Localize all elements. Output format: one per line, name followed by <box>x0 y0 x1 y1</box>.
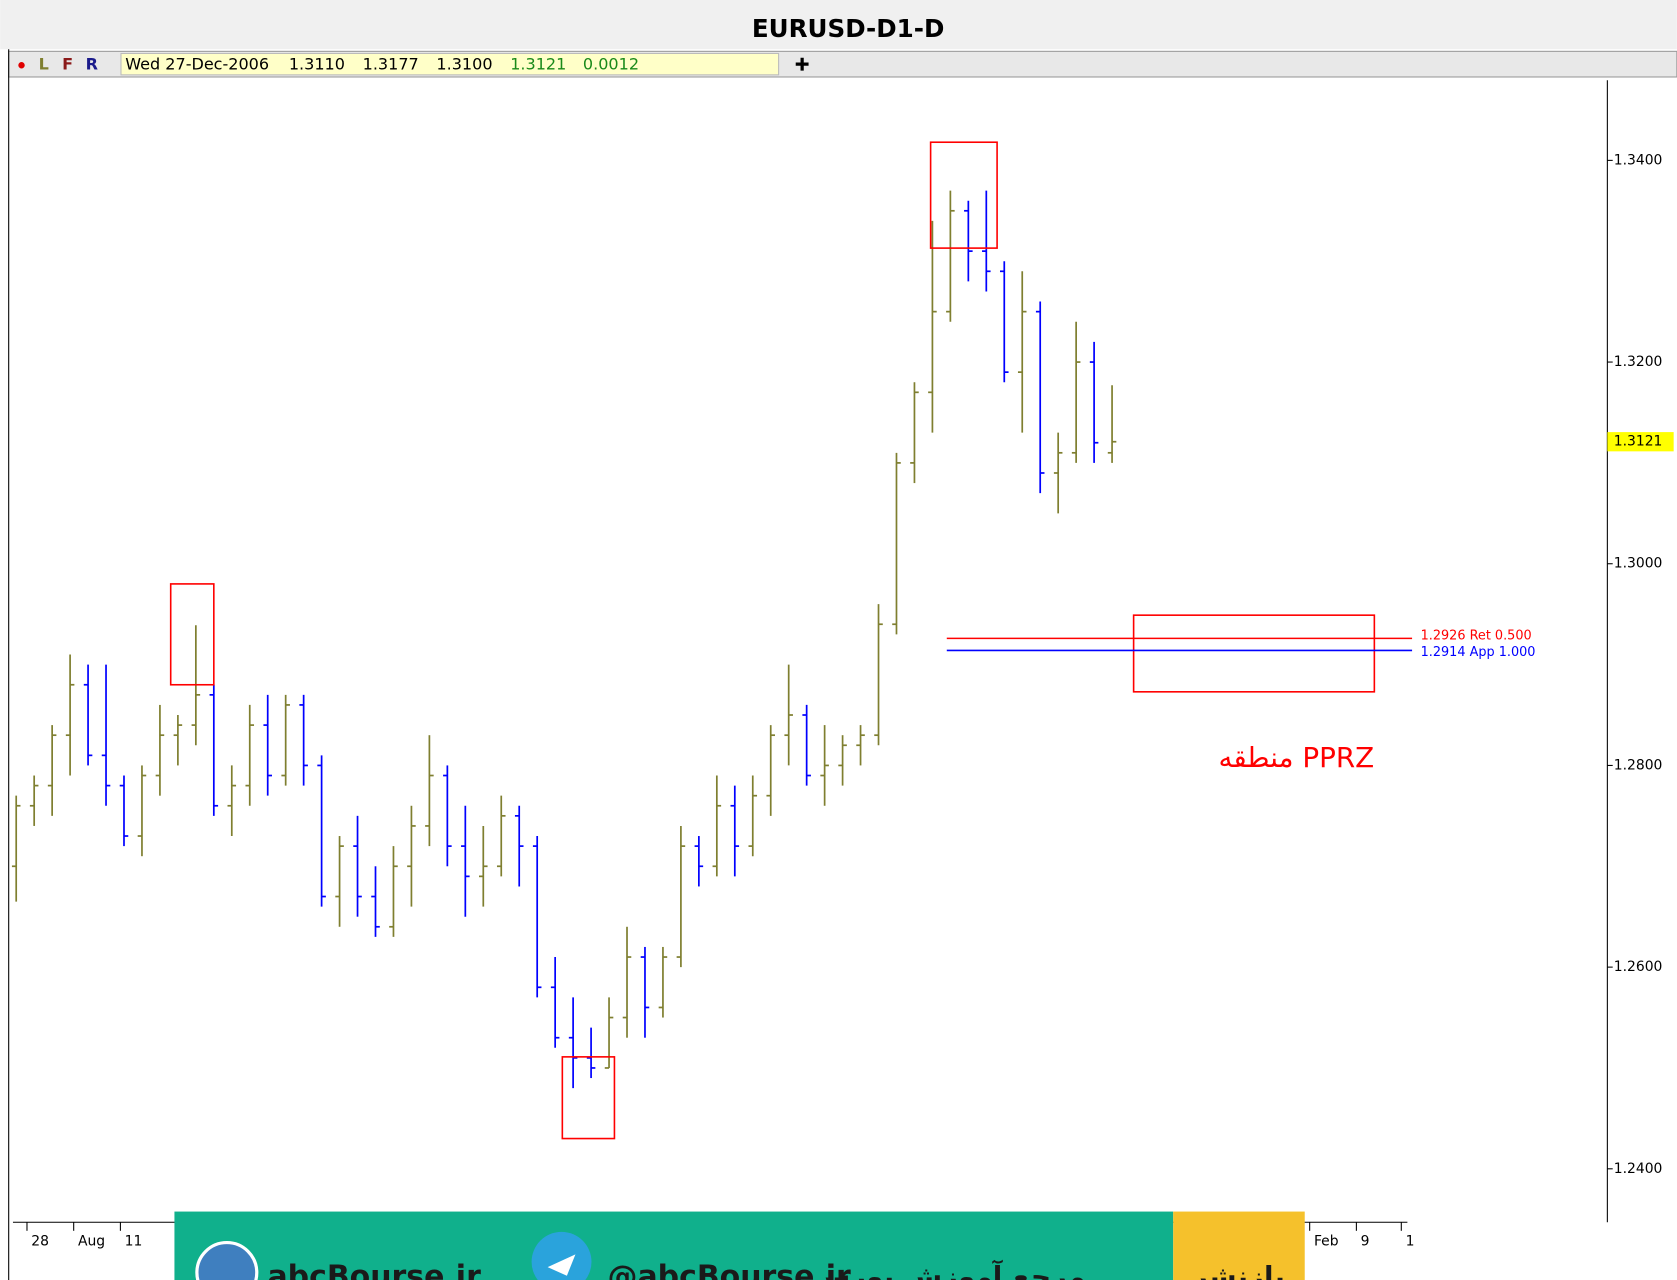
y-tick-label: 1.2400 <box>1614 1161 1663 1177</box>
toolbar-button[interactable]: L <box>39 55 49 74</box>
status-dot <box>18 62 25 69</box>
zone-box <box>1132 614 1376 693</box>
banner-handle: @abcBourse.ir <box>608 1259 852 1280</box>
info-open: 1.3110 <box>289 55 345 74</box>
banner-site: abcBourse.ir <box>267 1259 481 1280</box>
x-tick-label: 9 <box>1361 1234 1370 1250</box>
y-tick-label: 1.3200 <box>1614 354 1663 370</box>
banner-bg <box>174 1211 1174 1280</box>
x-tick-label: 28 <box>31 1234 49 1250</box>
info-close: 1.3121 <box>510 55 566 74</box>
crosshair-icon[interactable] <box>795 57 809 71</box>
x-tick-label: 11 <box>125 1234 143 1250</box>
y-tick-label: 1.2600 <box>1614 959 1663 975</box>
banner-accent <box>1173 1211 1305 1280</box>
y-tick-label: 1.2800 <box>1614 757 1663 773</box>
last-price-box <box>1607 432 1674 452</box>
y-tick-label: 1.3000 <box>1614 556 1663 572</box>
zone-box <box>929 141 998 249</box>
level-label: 1.2926 Ret 0.500 <box>1421 629 1532 644</box>
zone-box <box>561 1056 616 1140</box>
telegram-icon <box>531 1231 592 1280</box>
banner: abcBourse.ir @abcBourse.ir مرجع آموزش بو… <box>174 1211 1305 1280</box>
annotation: منطقه PPRZ <box>1218 741 1374 774</box>
globe-icon <box>195 1240 259 1280</box>
info-high: 1.3177 <box>363 55 419 74</box>
chart-title: EURUSD-D1-D <box>752 14 945 43</box>
level-label: 1.2914 App 1.000 <box>1421 645 1536 660</box>
info-change: 0.0012 <box>583 55 639 74</box>
telegram-plane <box>547 1254 576 1276</box>
info-date: Wed 27-Dec-2006 <box>125 55 269 74</box>
x-tick-label: Aug <box>78 1234 105 1250</box>
last-price-label: 1.3121 <box>1614 434 1663 450</box>
x-tick-label: Feb <box>1314 1234 1339 1250</box>
plot: 1.3400 1.3200 1.3000 1.2800 1.2600 1.2400 28 Au… <box>11 141 1674 1250</box>
info-low: 1.3100 <box>436 55 492 74</box>
banner-repost: بازنشر <box>1190 1260 1285 1280</box>
toolbar-button[interactable]: R <box>86 55 99 74</box>
banner-slogan: مرجع آموزش بورس <box>812 1259 1086 1280</box>
info-box <box>120 52 780 76</box>
zone-box <box>169 583 215 686</box>
title-bar <box>0 0 1677 50</box>
toolbar-button[interactable]: F <box>62 55 73 74</box>
y-tick-label: 1.3400 <box>1614 152 1663 168</box>
x-tick-label: 1 <box>1406 1234 1415 1250</box>
